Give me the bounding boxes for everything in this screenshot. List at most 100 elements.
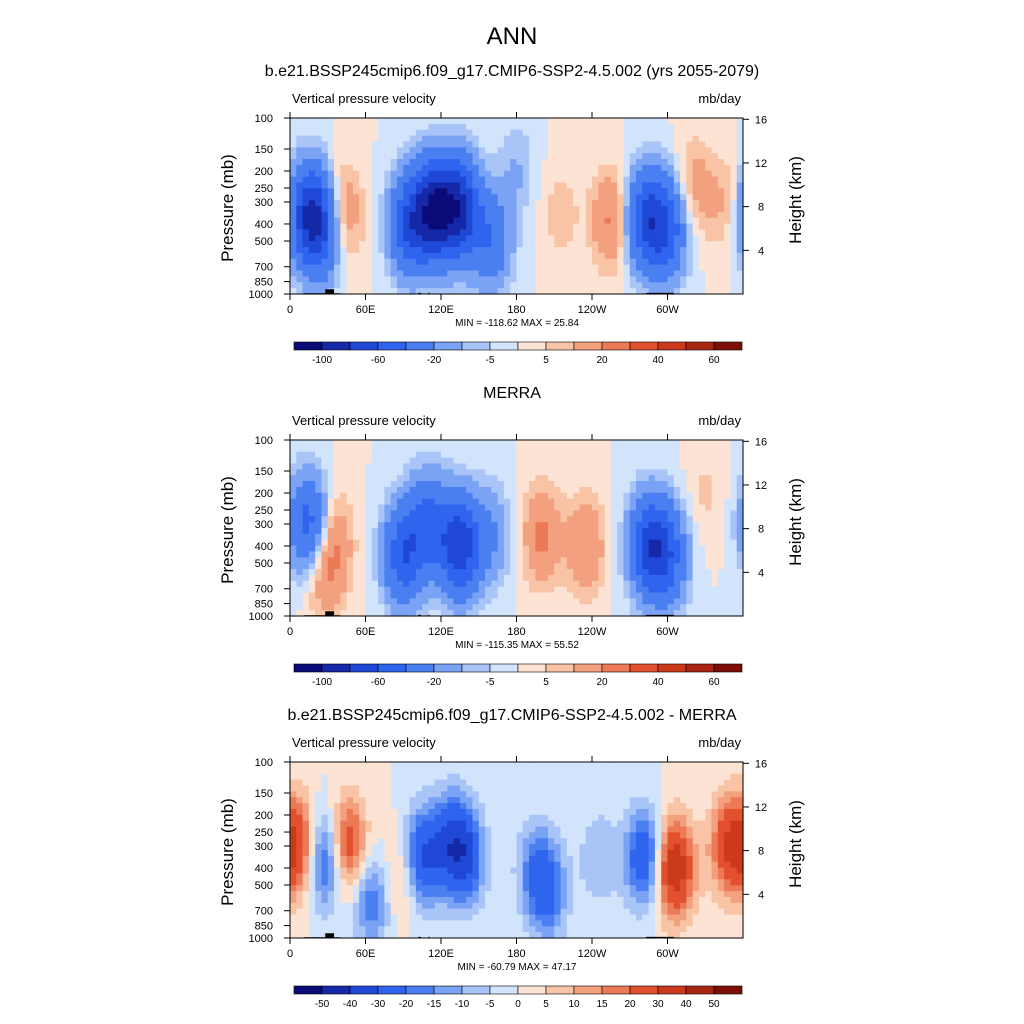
field-cell <box>459 580 467 588</box>
field-cell <box>334 440 341 447</box>
field-cell <box>346 773 354 781</box>
field-cell <box>459 510 467 517</box>
field-cell <box>654 440 662 447</box>
field-cell <box>541 574 549 582</box>
field-cell <box>724 129 732 137</box>
field-cell <box>478 528 486 535</box>
field-cell <box>466 779 474 787</box>
field-cell <box>434 129 442 137</box>
field-cell <box>535 282 543 289</box>
field-cell <box>623 498 631 506</box>
field-cell <box>403 539 411 547</box>
field-cell <box>547 551 555 558</box>
field-cell <box>409 176 417 184</box>
field-cell <box>403 469 411 476</box>
field-cell <box>434 586 442 594</box>
field-cell <box>573 270 581 277</box>
field-cell <box>654 445 662 453</box>
field-cell <box>730 539 738 547</box>
field-cell <box>290 516 297 523</box>
field-cell <box>717 170 725 178</box>
field-cell <box>654 486 662 494</box>
field-cell <box>705 773 713 781</box>
field-cell <box>529 123 536 131</box>
field-cell <box>661 557 669 564</box>
field-cell <box>661 147 669 154</box>
field-cell <box>321 469 329 476</box>
field-cell <box>642 522 650 529</box>
field-cell <box>472 258 480 266</box>
field-cell <box>340 123 348 131</box>
field-cell <box>472 141 480 148</box>
field-cell <box>510 153 518 160</box>
field-cell <box>667 481 675 488</box>
field-cell <box>529 486 536 494</box>
field-cell <box>315 270 323 277</box>
field-cell <box>604 141 612 148</box>
field-cell <box>673 604 681 611</box>
field-cell <box>661 129 669 137</box>
field-cell <box>541 510 549 517</box>
field-cell <box>560 241 568 248</box>
field-cell <box>673 235 681 242</box>
field-cell <box>403 498 411 506</box>
field-cell <box>698 586 706 594</box>
field-cell <box>296 586 304 594</box>
field-cell <box>654 457 662 465</box>
field-cell <box>472 118 480 125</box>
field-cell <box>736 533 744 541</box>
field-cell <box>547 241 555 248</box>
field-cell <box>661 522 669 529</box>
field-cell <box>321 574 329 582</box>
field-cell <box>541 223 549 231</box>
field-cell <box>730 223 738 231</box>
field-cell <box>592 188 599 195</box>
field-cell <box>302 282 310 289</box>
field-cell <box>579 141 587 148</box>
field-cell <box>636 182 643 189</box>
field-cell <box>529 528 536 535</box>
field-cell <box>554 569 562 576</box>
field-cell <box>573 223 581 231</box>
field-cell <box>340 563 348 570</box>
field-cell <box>346 574 354 582</box>
field-cell <box>610 135 618 143</box>
field-cell <box>503 200 511 207</box>
field-cell <box>629 557 637 564</box>
field-cell <box>535 445 543 453</box>
field-cell <box>698 492 706 500</box>
field-cell <box>503 463 511 470</box>
field-cell <box>579 516 587 523</box>
field-cell <box>522 762 530 769</box>
field-cell <box>680 539 687 547</box>
field-cell <box>698 545 706 553</box>
field-cell <box>403 510 411 517</box>
field-cell <box>497 276 505 283</box>
field-cell <box>547 516 555 523</box>
field-cell <box>491 528 499 535</box>
field-cell <box>705 475 713 482</box>
field-cell <box>686 598 694 605</box>
field-cell <box>371 475 379 482</box>
field-cell <box>629 791 637 798</box>
field-cell <box>340 592 348 599</box>
field-cell <box>497 528 505 535</box>
field-cell <box>302 170 310 178</box>
field-cell <box>434 498 442 506</box>
field-cell <box>554 451 562 459</box>
field-cell <box>711 247 719 254</box>
field-cell <box>573 463 581 470</box>
field-cell <box>604 217 612 225</box>
field-cell <box>315 182 323 189</box>
field-cell <box>352 475 360 482</box>
field-cell <box>585 545 593 553</box>
field-cell <box>478 557 486 564</box>
field-cell <box>453 592 461 599</box>
field-cell <box>384 129 392 137</box>
field-cell <box>497 779 505 787</box>
field-cell <box>566 767 574 775</box>
field-cell <box>340 779 348 787</box>
field-cell <box>623 440 631 447</box>
field-cell <box>673 288 681 295</box>
field-cell <box>573 451 581 459</box>
